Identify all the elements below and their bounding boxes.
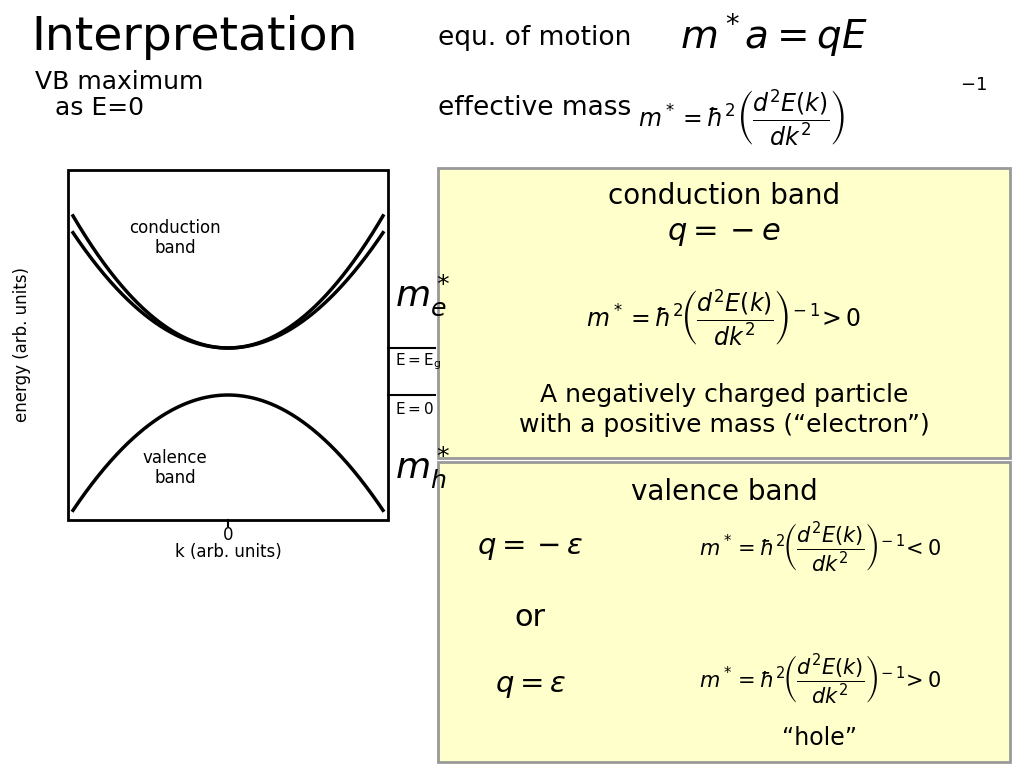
Text: equ. of motion: equ. of motion — [438, 25, 632, 51]
Text: Interpretation: Interpretation — [32, 15, 358, 61]
Text: $m^* = \hbar^2\!\left(\dfrac{d^2E(k)}{dk^2}\right)^{\!-1}\! > 0$: $m^* = \hbar^2\!\left(\dfrac{d^2E(k)}{dk… — [587, 287, 861, 349]
Text: VB maximum: VB maximum — [35, 70, 204, 94]
Text: band: band — [155, 239, 196, 257]
Text: 0: 0 — [223, 526, 233, 544]
Text: $m_e^*$: $m_e^*$ — [395, 272, 451, 318]
Text: $m^* = \hbar^2\!\left(\dfrac{d^2E(k)}{dk^2}\right)^{\!-1}\! < 0$: $m^* = \hbar^2\!\left(\dfrac{d^2E(k)}{dk… — [698, 521, 941, 575]
Text: as E=0: as E=0 — [55, 96, 144, 120]
Text: A negatively charged particle: A negatively charged particle — [540, 383, 908, 407]
Text: $m^* = \hbar^2 \left(\dfrac{d^2E(k)}{dk^2}\right)$: $m^* = \hbar^2 \left(\dfrac{d^2E(k)}{dk^… — [638, 88, 845, 148]
Text: $q = -\varepsilon$: $q = -\varepsilon$ — [476, 534, 584, 562]
Text: $m^* = \hbar^2\!\left(\dfrac{d^2E(k)}{dk^2}\right)^{\!-1}\! > 0$: $m^* = \hbar^2\!\left(\dfrac{d^2E(k)}{dk… — [698, 653, 941, 707]
Text: band: band — [155, 469, 196, 487]
Text: or: or — [514, 604, 546, 633]
Text: $m_h^*$: $m_h^*$ — [395, 445, 451, 491]
Text: valence band: valence band — [631, 478, 817, 506]
Text: k (arb. units): k (arb. units) — [175, 543, 282, 561]
Text: $\mathrm{E{=}E_g}$: $\mathrm{E{=}E_g}$ — [395, 352, 441, 372]
Text: $q = -e$: $q = -e$ — [668, 217, 781, 249]
Bar — [438, 168, 1010, 458]
Text: valence: valence — [142, 449, 208, 467]
Text: conduction band: conduction band — [608, 182, 840, 210]
Text: conduction: conduction — [129, 219, 221, 237]
Bar — [68, 170, 388, 520]
Text: with a positive mass (“electron”): with a positive mass (“electron”) — [518, 413, 930, 437]
Text: effective mass: effective mass — [438, 95, 631, 121]
Text: $q = \varepsilon$: $q = \varepsilon$ — [495, 670, 565, 700]
Text: $-1$: $-1$ — [961, 76, 987, 94]
Text: “hole”: “hole” — [782, 726, 857, 750]
Text: energy (arb. units): energy (arb. units) — [13, 267, 31, 422]
Text: $\mathrm{E{=}0}$: $\mathrm{E{=}0}$ — [395, 401, 434, 417]
Text: $m^*a = qE$: $m^*a = qE$ — [680, 12, 867, 58]
Bar — [438, 462, 1010, 762]
